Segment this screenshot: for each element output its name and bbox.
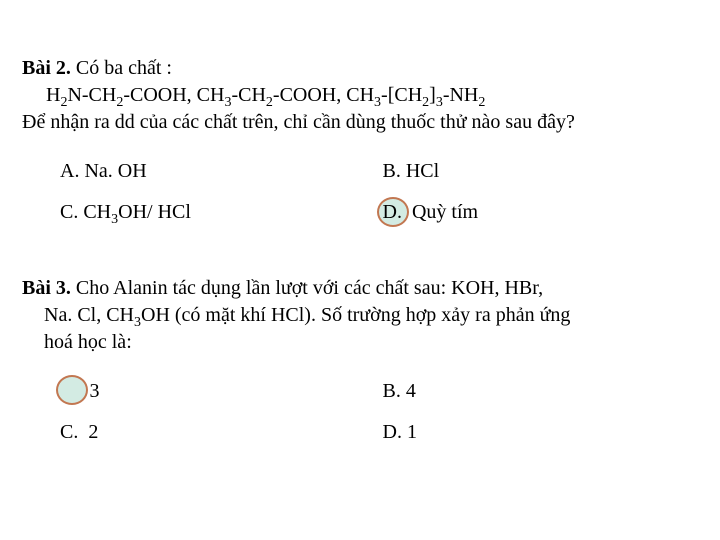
q2-prefix: Bài 3. [22, 277, 71, 299]
q2-option-b: B. 4 [383, 378, 706, 405]
q1-line2: H2N-CH2-COOH, CH3-CH2-COOH, CH3-[CH2]3-N… [22, 82, 705, 109]
q2-option-c: C. 2 [60, 419, 383, 446]
option-text: HCl [406, 160, 439, 182]
option-letter: C. [60, 201, 83, 223]
option-text: Na. OH [84, 160, 146, 182]
q1-line1: Bài 2. Có ba chất : [22, 55, 705, 82]
q2-option-d: D. 1 [383, 419, 706, 446]
q2-option-a: A. 3 [60, 378, 383, 405]
q1-line3: Để nhận ra dd của các chất trên, chỉ cần… [22, 109, 705, 136]
option-text: 2 [88, 421, 98, 443]
q2-line2: Na. Cl, CH3OH (có mặt khí HCl). Số trườn… [22, 302, 705, 329]
option-letter: D. [383, 421, 407, 443]
q2-options: A. 3 B. 4 C. 2 D. 1 [22, 378, 705, 446]
option-text: Quỳ tím [412, 201, 478, 223]
q2-line1: Bài 3. Cho Alanin tác dụng lần lượt với … [22, 275, 705, 302]
option-letter: C. [60, 421, 83, 443]
spacer [22, 241, 705, 275]
q1-options: A. Na. OH B. HCl C. CH3OH/ HCl D. Quỳ tí… [22, 158, 705, 226]
option-letter: D. [383, 201, 407, 223]
q2-line3: hoá học là: [22, 329, 705, 356]
option-text: 3 [89, 380, 99, 402]
q1-option-d: D. Quỳ tím [383, 199, 706, 226]
option-text: 4 [406, 380, 416, 402]
option-letter: B. [383, 380, 406, 402]
option-letter: A. [60, 160, 84, 182]
q1-prefix: Bài 2. [22, 57, 71, 79]
option-letter: B. [383, 160, 406, 182]
q2-line1-rest: Cho Alanin tác dụng lần lượt với các chấ… [71, 277, 543, 299]
page: Bài 2. Có ba chất : H2N-CH2-COOH, CH3-CH… [0, 0, 720, 540]
q1-option-a: A. Na. OH [60, 158, 383, 185]
question-1: Bài 2. Có ba chất : H2N-CH2-COOH, CH3-CH… [22, 55, 705, 226]
q1-option-b: B. HCl [383, 158, 706, 185]
q1-line1-rest: Có ba chất : [71, 57, 172, 79]
question-2: Bài 3. Cho Alanin tác dụng lần lượt với … [22, 275, 705, 446]
correct-circle-icon [56, 375, 88, 405]
option-text: 1 [407, 421, 417, 443]
q1-option-c: C. CH3OH/ HCl [60, 199, 383, 226]
